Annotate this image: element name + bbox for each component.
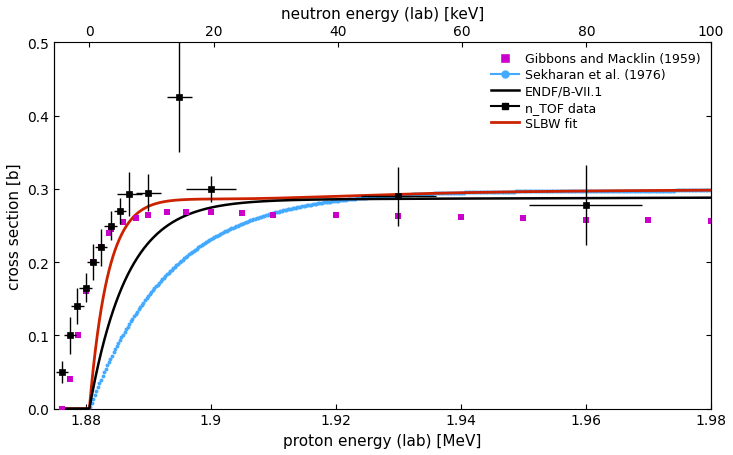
Sekharan et al. (1976) bbox=[480, 190, 489, 195]
Sekharan et al. (1976) bbox=[161, 273, 170, 279]
SLBW fit bbox=[573, 189, 582, 194]
Gibbons and Macklin (1959) bbox=[331, 212, 340, 218]
Y-axis label: cross section [b]: cross section [b] bbox=[7, 163, 22, 289]
SLBW fit bbox=[89, 359, 98, 364]
X-axis label: neutron energy (lab) [keV]: neutron energy (lab) [keV] bbox=[281, 7, 484, 22]
ENDF/B-VII.1 bbox=[375, 197, 384, 202]
Sekharan et al. (1976) bbox=[538, 189, 547, 194]
Gibbons and Macklin (1959) bbox=[106, 227, 115, 233]
Line: ENDF/B-VII.1: ENDF/B-VII.1 bbox=[61, 198, 717, 409]
X-axis label: proton energy (lab) [MeV]: proton energy (lab) [MeV] bbox=[283, 433, 482, 448]
ENDF/B-VII.1 bbox=[358, 197, 366, 202]
ENDF/B-VII.1 bbox=[573, 196, 582, 202]
SLBW fit bbox=[375, 192, 384, 198]
Sekharan et al. (1976) bbox=[334, 198, 342, 204]
Gibbons and Macklin (1959) bbox=[269, 212, 278, 218]
SLBW fit bbox=[358, 193, 366, 199]
ENDF/B-VII.1 bbox=[693, 196, 702, 201]
Sekharan et al. (1976) bbox=[290, 206, 298, 211]
ENDF/B-VII.1 bbox=[712, 196, 721, 201]
Gibbons and Macklin (1959) bbox=[237, 211, 246, 216]
Gibbons and Macklin (1959) bbox=[181, 210, 190, 216]
SLBW fit bbox=[56, 406, 65, 411]
SLBW fit bbox=[693, 188, 701, 193]
ENDF/B-VII.1 bbox=[56, 406, 65, 411]
Gibbons and Macklin (1959) bbox=[144, 212, 152, 218]
Sekharan et al. (1976) bbox=[712, 188, 721, 194]
SLBW fit bbox=[712, 188, 721, 193]
Gibbons and Macklin (1959) bbox=[456, 214, 465, 220]
Gibbons and Macklin (1959) bbox=[131, 216, 140, 222]
Gibbons and Macklin (1959) bbox=[394, 214, 402, 219]
Gibbons and Macklin (1959) bbox=[65, 377, 74, 382]
Gibbons and Macklin (1959) bbox=[581, 217, 590, 223]
Line: Gibbons and Macklin (1959): Gibbons and Macklin (1959) bbox=[59, 210, 714, 412]
Gibbons and Macklin (1959) bbox=[89, 260, 97, 265]
Line: SLBW fit: SLBW fit bbox=[61, 191, 717, 409]
Gibbons and Macklin (1959) bbox=[706, 219, 715, 224]
Gibbons and Macklin (1959) bbox=[74, 333, 83, 339]
Gibbons and Macklin (1959) bbox=[206, 210, 215, 216]
Gibbons and Macklin (1959) bbox=[105, 231, 114, 236]
Gibbons and Macklin (1959) bbox=[519, 216, 528, 222]
Gibbons and Macklin (1959) bbox=[119, 220, 128, 225]
Gibbons and Macklin (1959) bbox=[81, 289, 90, 294]
Line: Sekharan et al. (1976): Sekharan et al. (1976) bbox=[88, 189, 719, 409]
ENDF/B-VII.1 bbox=[89, 381, 98, 387]
Gibbons and Macklin (1959) bbox=[58, 406, 67, 411]
Sekharan et al. (1976) bbox=[541, 189, 550, 194]
Gibbons and Macklin (1959) bbox=[644, 218, 652, 223]
ENDF/B-VII.1 bbox=[693, 196, 701, 201]
Legend: Gibbons and Macklin (1959), Sekharan et al. (1976), ENDF/B-VII.1, n_TOF data, SL: Gibbons and Macklin (1959), Sekharan et … bbox=[487, 50, 704, 134]
SLBW fit bbox=[693, 188, 702, 193]
Gibbons and Macklin (1959) bbox=[97, 245, 106, 251]
Gibbons and Macklin (1959) bbox=[163, 210, 172, 216]
Sekharan et al. (1976) bbox=[86, 404, 95, 410]
